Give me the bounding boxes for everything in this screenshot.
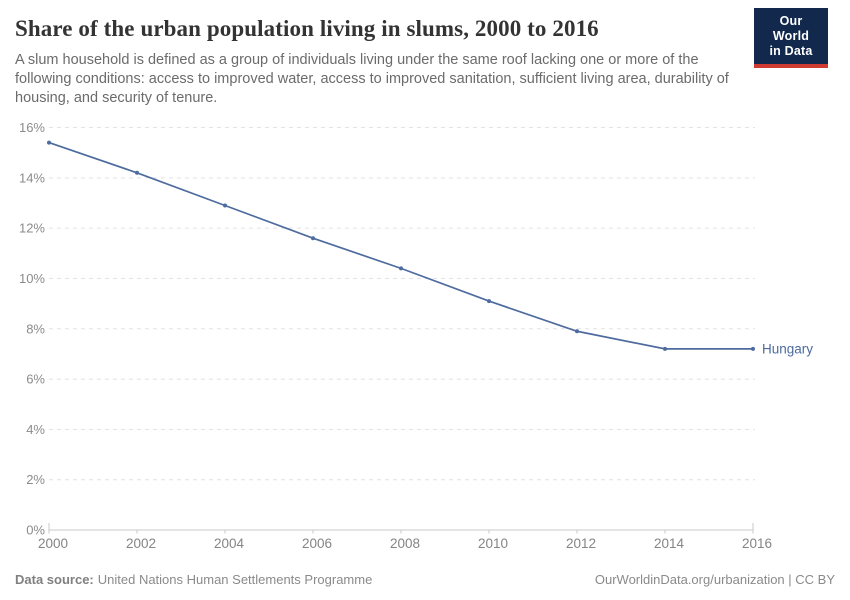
x-axis-tick-label: 2004 xyxy=(214,536,245,551)
data-point[interactable] xyxy=(47,140,51,145)
x-axis-tick-label: 2014 xyxy=(654,536,685,551)
data-point[interactable] xyxy=(311,236,315,241)
chart-subtitle: A slum household is defined as a group o… xyxy=(15,52,729,106)
x-axis-tick-label: 2006 xyxy=(302,536,332,551)
y-axis-tick-label: 10% xyxy=(19,271,45,286)
x-axis-tick-label: 2016 xyxy=(742,536,772,551)
chart-title: Share of the urban population living in … xyxy=(15,16,599,41)
data-point[interactable] xyxy=(751,346,755,351)
data-point[interactable] xyxy=(223,203,227,208)
data-point[interactable] xyxy=(575,329,579,334)
y-axis-tick-label: 6% xyxy=(26,372,45,387)
credit-link[interactable]: OurWorldinData.org/urbanization | CC BY xyxy=(594,572,835,587)
data-point[interactable] xyxy=(399,266,403,271)
data-point[interactable] xyxy=(487,299,491,304)
owid-logo[interactable]: Our World in Data xyxy=(754,8,828,68)
x-axis-tick-label: 2002 xyxy=(126,536,156,551)
owid-logo-line1: Our World xyxy=(772,14,810,43)
data-source-value: United Nations Human Settlements Program… xyxy=(97,572,373,587)
y-axis-tick-label: 4% xyxy=(26,422,45,437)
y-axis-tick-label: 16% xyxy=(19,120,45,135)
y-axis-tick-label: 12% xyxy=(19,221,45,236)
chart-footer: Data source: United Nations Human Settlem… xyxy=(15,572,835,587)
x-axis-tick-label: 2012 xyxy=(566,536,596,551)
data-point[interactable] xyxy=(663,346,667,351)
series-end-label[interactable]: Hungary xyxy=(762,341,813,356)
owid-logo-line2: in Data xyxy=(769,44,813,58)
x-axis-tick-label: 2000 xyxy=(38,536,68,551)
data-point[interactable] xyxy=(135,170,139,175)
data-source-label: Data source: xyxy=(15,572,94,587)
data-source-note: Data source: United Nations Human Settlem… xyxy=(15,572,372,587)
x-axis-tick-label: 2010 xyxy=(478,536,508,551)
y-axis-tick-label: 2% xyxy=(26,472,45,487)
chart-header: Share of the urban population living in … xyxy=(15,8,835,108)
y-axis-tick-label: 0% xyxy=(26,523,45,538)
x-axis-tick-label: 2008 xyxy=(390,536,420,551)
series-line-hungary[interactable] xyxy=(48,141,753,350)
y-axis-tick-label: 14% xyxy=(19,170,45,185)
y-axis-tick-label: 8% xyxy=(26,321,45,336)
